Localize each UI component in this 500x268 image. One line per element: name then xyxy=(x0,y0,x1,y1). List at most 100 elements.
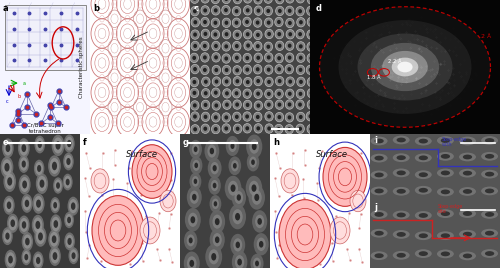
Circle shape xyxy=(34,254,42,267)
Circle shape xyxy=(37,165,41,172)
Circle shape xyxy=(374,139,384,143)
Circle shape xyxy=(393,169,409,177)
Circle shape xyxy=(190,191,199,204)
Circle shape xyxy=(66,179,70,185)
Circle shape xyxy=(278,79,281,83)
Circle shape xyxy=(222,77,231,86)
Circle shape xyxy=(38,141,42,148)
Circle shape xyxy=(192,160,200,171)
Text: Surface: Surface xyxy=(126,150,158,159)
Circle shape xyxy=(2,159,12,175)
Circle shape xyxy=(234,238,242,252)
Circle shape xyxy=(393,211,409,219)
Circle shape xyxy=(254,6,262,15)
Circle shape xyxy=(265,29,274,39)
Circle shape xyxy=(232,209,242,224)
Circle shape xyxy=(212,113,220,122)
Circle shape xyxy=(256,79,260,83)
Circle shape xyxy=(34,160,44,177)
Text: i: i xyxy=(374,136,377,145)
Circle shape xyxy=(238,259,242,266)
Circle shape xyxy=(298,32,302,36)
Circle shape xyxy=(234,191,243,204)
Circle shape xyxy=(370,229,388,238)
Circle shape xyxy=(265,112,274,121)
Circle shape xyxy=(275,29,283,39)
Circle shape xyxy=(224,0,228,1)
Circle shape xyxy=(22,232,33,251)
Circle shape xyxy=(52,162,57,170)
Circle shape xyxy=(10,219,15,227)
Circle shape xyxy=(298,102,302,107)
Circle shape xyxy=(201,29,209,39)
Circle shape xyxy=(254,76,262,86)
Text: 2 Å: 2 Å xyxy=(481,34,491,39)
Circle shape xyxy=(204,8,207,13)
Circle shape xyxy=(234,91,238,95)
Circle shape xyxy=(275,54,283,63)
Circle shape xyxy=(256,20,260,25)
Circle shape xyxy=(288,55,292,60)
Circle shape xyxy=(193,9,197,13)
Circle shape xyxy=(350,190,366,212)
Circle shape xyxy=(212,88,220,97)
Circle shape xyxy=(187,256,196,268)
Circle shape xyxy=(236,79,240,83)
Circle shape xyxy=(267,92,271,96)
Circle shape xyxy=(5,173,15,189)
Circle shape xyxy=(256,92,260,96)
Circle shape xyxy=(53,202,57,209)
Circle shape xyxy=(201,6,209,15)
Circle shape xyxy=(267,68,270,72)
Text: Step-edge
site: Step-edge site xyxy=(438,204,463,214)
Circle shape xyxy=(393,187,409,196)
Circle shape xyxy=(264,89,273,99)
Circle shape xyxy=(236,126,240,131)
Circle shape xyxy=(22,180,27,188)
Circle shape xyxy=(285,125,294,134)
Text: Surface: Surface xyxy=(316,150,348,159)
Circle shape xyxy=(278,67,281,71)
Circle shape xyxy=(243,89,252,98)
Circle shape xyxy=(72,252,76,259)
Circle shape xyxy=(40,180,44,188)
Circle shape xyxy=(459,252,476,260)
Circle shape xyxy=(296,0,304,3)
Circle shape xyxy=(396,213,406,217)
Circle shape xyxy=(214,0,218,1)
Circle shape xyxy=(307,124,316,134)
Circle shape xyxy=(211,0,220,4)
Circle shape xyxy=(194,44,197,48)
Circle shape xyxy=(296,65,305,75)
Circle shape xyxy=(187,186,202,208)
Circle shape xyxy=(250,139,259,154)
Circle shape xyxy=(485,251,494,256)
Circle shape xyxy=(267,20,270,25)
Circle shape xyxy=(48,229,60,249)
Circle shape xyxy=(393,251,409,260)
Circle shape xyxy=(393,230,409,239)
Circle shape xyxy=(50,158,59,174)
Circle shape xyxy=(275,112,283,122)
Circle shape xyxy=(215,218,220,225)
Circle shape xyxy=(254,18,262,27)
Circle shape xyxy=(288,21,292,25)
Circle shape xyxy=(264,18,273,27)
Text: g: g xyxy=(182,138,188,147)
Circle shape xyxy=(253,258,261,268)
Circle shape xyxy=(4,198,14,212)
Circle shape xyxy=(8,256,13,263)
Circle shape xyxy=(441,251,450,256)
Circle shape xyxy=(286,18,294,28)
Circle shape xyxy=(299,55,302,60)
Circle shape xyxy=(299,115,302,119)
Circle shape xyxy=(224,176,242,201)
Circle shape xyxy=(441,233,450,238)
Circle shape xyxy=(25,238,29,245)
Circle shape xyxy=(22,251,30,263)
Circle shape xyxy=(275,65,283,74)
Circle shape xyxy=(66,158,70,165)
Circle shape xyxy=(52,135,64,156)
Circle shape xyxy=(370,170,388,179)
Circle shape xyxy=(62,174,72,190)
